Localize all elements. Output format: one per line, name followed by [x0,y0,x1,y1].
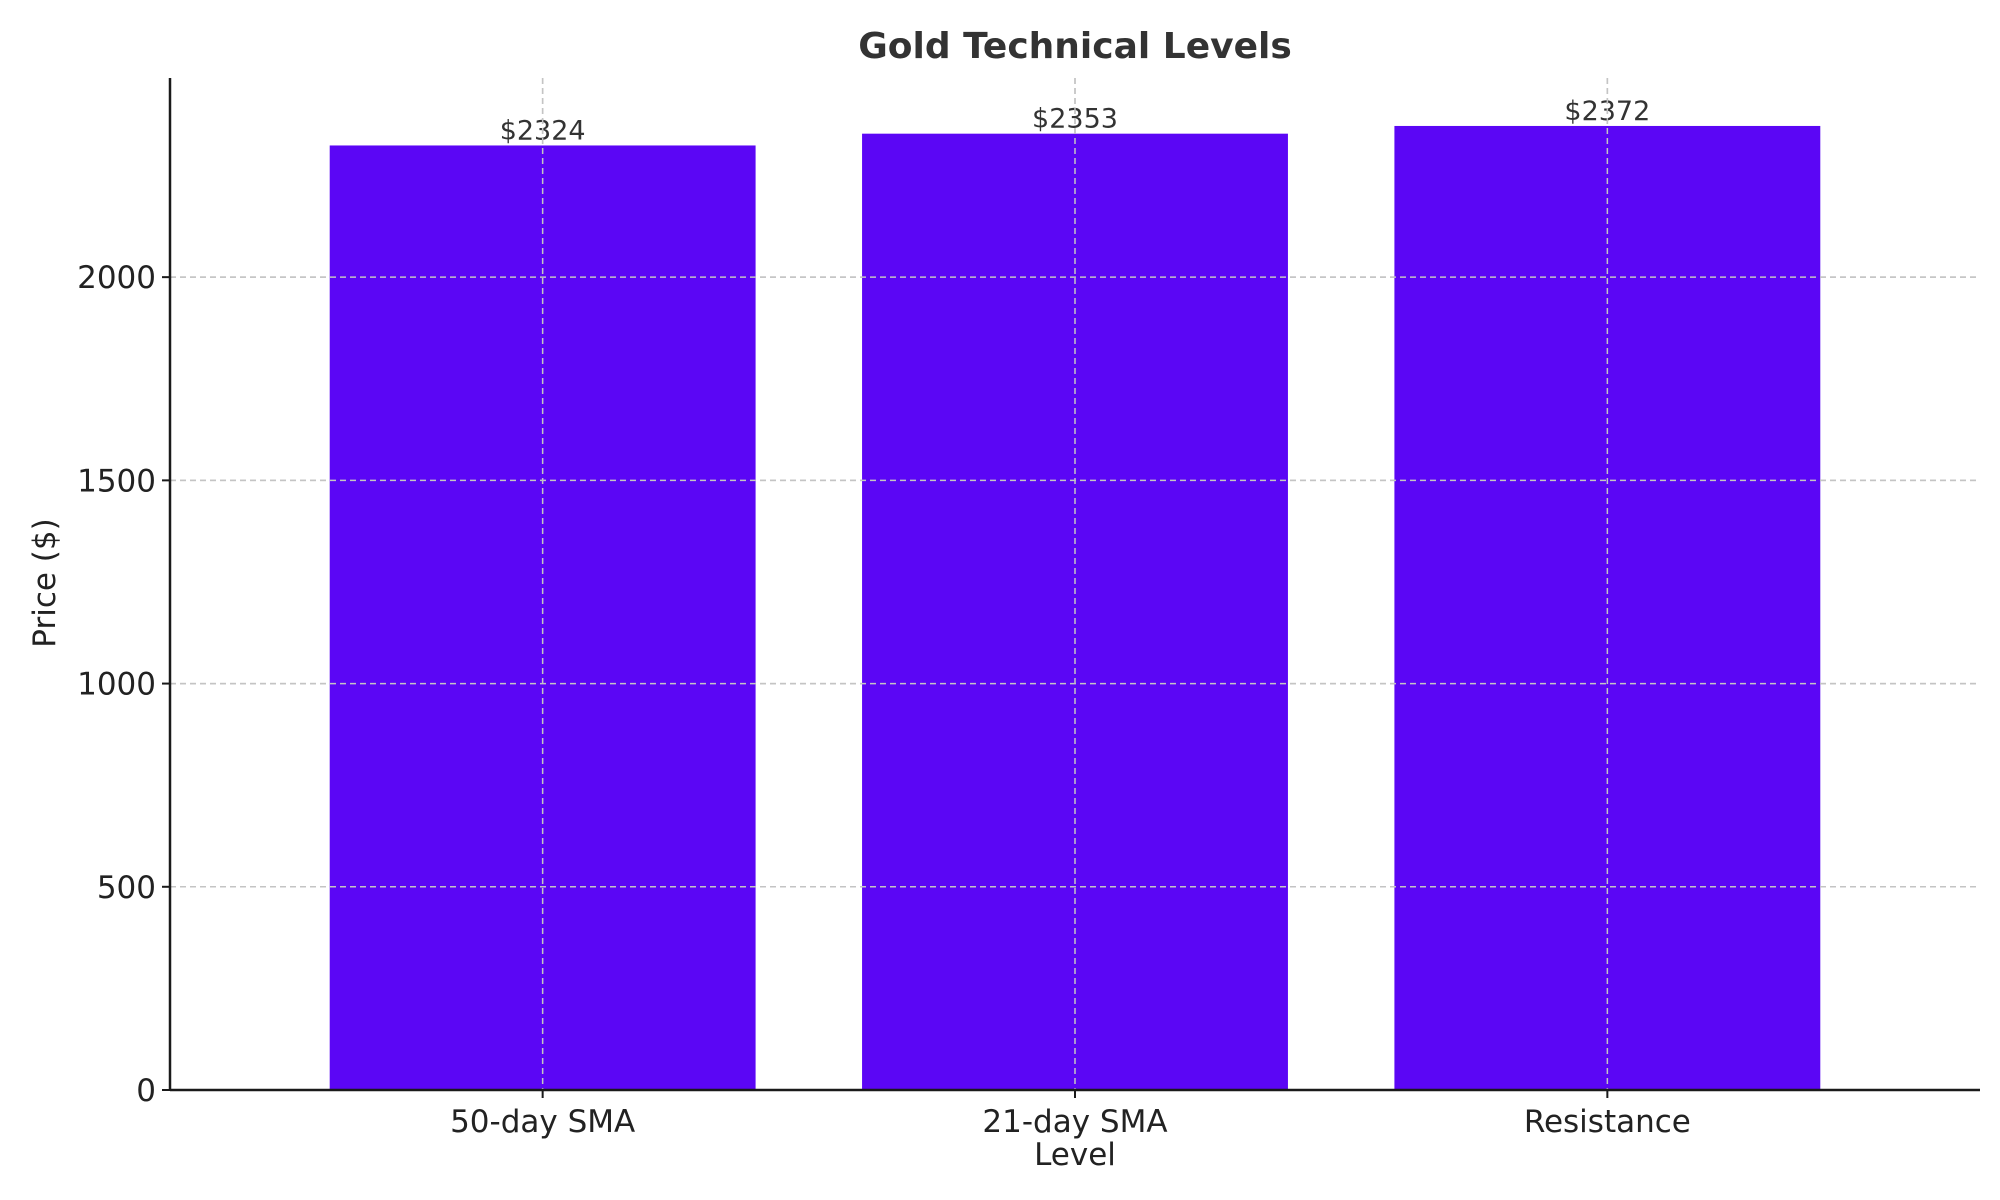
chart-title: Gold Technical Levels [858,26,1292,67]
x-tick-label: Resistance [1524,1104,1691,1140]
x-axis-ticks: 50-day SMA 21-day SMA Resistance [450,1090,1691,1140]
y-tick-label: 2000 [77,260,156,296]
x-tick-label: 50-day SMA [450,1104,635,1140]
x-axis-label: Level [1034,1137,1116,1173]
y-axis-ticks: 0 500 1000 1500 2000 [77,260,170,1109]
y-tick-label: 1500 [77,463,156,499]
y-tick-label: 0 [136,1073,156,1109]
x-tick-label: 21-day SMA [982,1104,1167,1140]
y-axis-label: Price ($) [27,518,63,647]
y-tick-label: 500 [97,870,156,906]
data-labels: $2324 $2353 $2372 [170,78,1980,1090]
y-tick-label: 1000 [77,667,156,703]
